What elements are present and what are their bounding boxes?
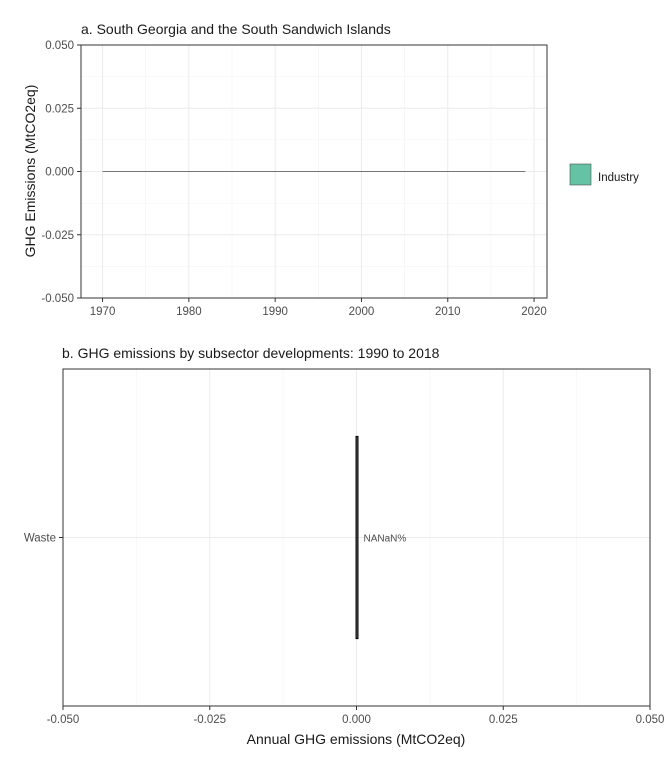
panel-a-x-tick-label: 2020 [521,306,547,318]
legend: Industry [569,163,639,186]
panel-a-x-ticks: 1970 1980 1990 2000 2010 2020 [90,298,547,318]
panel-b-title: b. GHG emissions by subsector developmen… [62,345,440,361]
panel-a-y-tick-label: -0.025 [41,230,74,242]
panel-a-y-axis-label: GHG Emissions (MtCO2eq) [22,85,38,258]
panel-b-x-ticks: -0.050 -0.025 0.000 0.025 0.050 [47,706,665,726]
panel-a-x-tick-label: 2000 [349,306,375,318]
panel-b-data-label: NANaN% [364,534,407,545]
panel-a-title: a. South Georgia and the South Sandwich … [81,21,391,37]
panel-b-x-tick-label: -0.050 [47,714,80,726]
panel-b-y-tick-label: Waste [24,533,56,545]
panel-b-x-axis-label: Annual GHG emissions (MtCO2eq) [247,731,466,747]
legend-label-industry: Industry [598,172,639,184]
panel-a-y-ticks: -0.050 -0.025 0.000 0.025 0.050 [41,40,81,305]
panel-a-x-tick-label: 1980 [176,306,202,318]
bar-waste [355,435,359,640]
panel-b-x-tick-label: 0.000 [342,714,371,726]
legend-key-industry [569,163,592,186]
panel-a-x-tick-label: 2010 [435,306,461,318]
panel-a-y-tick-label: -0.050 [41,293,74,305]
panel-a-y-tick-label: 0.050 [45,40,74,52]
panel-a-y-tick-label: 0.025 [45,103,74,115]
panel-b-x-tick-label: 0.025 [489,714,518,726]
panel-b-y-ticks: Waste [24,533,63,545]
panel-a-x-tick-label: 1990 [262,306,288,318]
panel-b-bars [355,435,359,640]
panel-b-x-tick-label: 0.050 [636,714,665,726]
panel-a-y-tick-label: 0.000 [45,167,74,179]
panel-a-x-tick-label: 1970 [90,306,116,318]
panel-b-x-tick-label: -0.025 [193,714,226,726]
